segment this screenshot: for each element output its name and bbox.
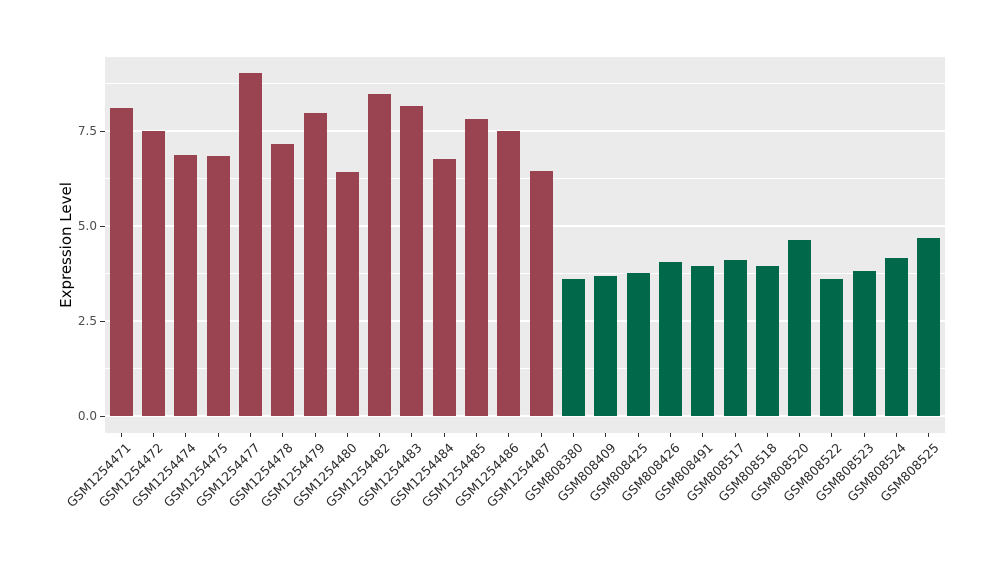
y-tick-mark	[100, 320, 105, 322]
x-tick-mark	[734, 433, 736, 437]
bar	[497, 130, 521, 416]
bar	[432, 159, 456, 416]
bar	[109, 108, 133, 416]
bar	[626, 272, 650, 416]
x-tick-mark	[766, 433, 768, 437]
x-tick-mark	[928, 433, 930, 437]
x-tick-mark	[831, 433, 833, 437]
bar	[885, 257, 909, 416]
bar	[465, 118, 489, 416]
y-tick-label: 0.0	[77, 408, 97, 423]
y-tick-label: 5.0	[77, 218, 97, 233]
x-tick-mark	[799, 433, 801, 437]
bar	[755, 265, 779, 416]
minor-gridline	[105, 272, 945, 274]
minor-gridline	[105, 177, 945, 179]
bar	[400, 105, 424, 416]
major-gridline	[105, 129, 945, 132]
bar	[174, 154, 198, 416]
bar	[206, 155, 230, 416]
x-tick-mark	[282, 433, 284, 437]
bar	[594, 275, 618, 416]
major-gridline	[105, 224, 945, 227]
x-tick-mark	[540, 433, 542, 437]
major-gridline	[105, 414, 945, 417]
x-tick-mark	[152, 433, 154, 437]
plot-panel	[105, 57, 945, 433]
bar	[238, 73, 262, 416]
y-tick-label: 2.5	[77, 313, 97, 328]
y-tick-mark	[100, 415, 105, 417]
bar	[852, 271, 876, 416]
x-tick-mark	[669, 433, 671, 437]
x-tick-mark	[185, 433, 187, 437]
bar	[335, 171, 359, 416]
bar	[691, 265, 715, 416]
y-tick-mark	[100, 130, 105, 132]
bar	[788, 240, 812, 416]
x-tick-mark	[896, 433, 898, 437]
bar	[820, 278, 844, 416]
bar	[368, 94, 392, 416]
x-tick-mark	[572, 433, 574, 437]
x-tick-mark	[217, 433, 219, 437]
x-tick-mark	[346, 433, 348, 437]
x-tick-mark	[314, 433, 316, 437]
y-axis-title: Expression Level	[57, 182, 75, 308]
x-tick-mark	[476, 433, 478, 437]
x-tick-mark	[637, 433, 639, 437]
y-tick-label: 7.5	[77, 123, 97, 138]
x-tick-mark	[508, 433, 510, 437]
bar	[723, 259, 747, 416]
bar	[271, 144, 295, 416]
bar	[141, 130, 165, 416]
bar	[529, 171, 553, 416]
major-gridline	[105, 319, 945, 322]
x-tick-mark	[863, 433, 865, 437]
bar	[658, 261, 682, 416]
x-tick-mark	[411, 433, 413, 437]
x-tick-mark	[120, 433, 122, 437]
x-tick-mark	[443, 433, 445, 437]
bar	[303, 113, 327, 416]
bar	[561, 279, 585, 416]
x-tick-mark	[605, 433, 607, 437]
bar	[917, 238, 941, 416]
x-tick-mark	[702, 433, 704, 437]
minor-gridline	[105, 83, 945, 85]
y-tick-mark	[100, 225, 105, 227]
minor-gridline	[105, 367, 945, 369]
x-tick-mark	[379, 433, 381, 437]
x-tick-mark	[249, 433, 251, 437]
